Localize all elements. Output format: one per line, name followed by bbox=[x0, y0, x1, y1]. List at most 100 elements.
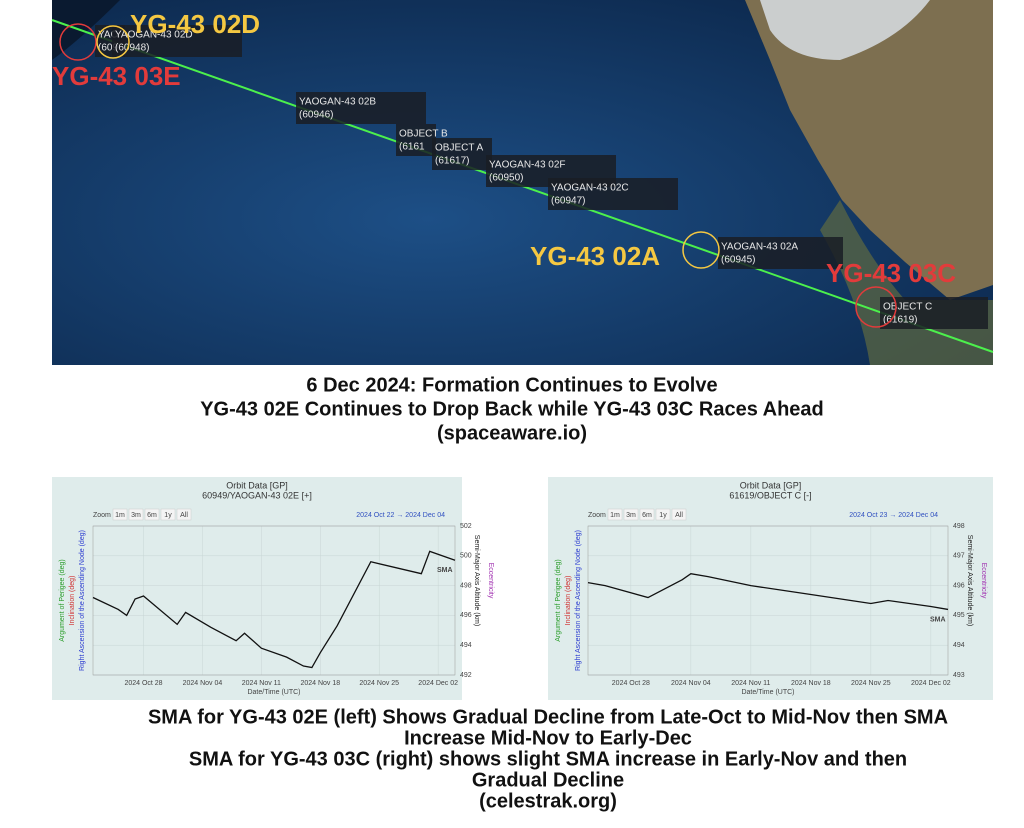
zoom-button[interactable] bbox=[144, 508, 160, 521]
caption: 6 Dec 2024: Formation Continues to Evolv… bbox=[306, 374, 717, 396]
label-box bbox=[432, 138, 492, 170]
date-range: 2024 Oct 22 → 2024 Dec 04 bbox=[356, 512, 445, 519]
caption: SMA for YG-43 03C (right) shows slight S… bbox=[189, 748, 907, 770]
left-axis-title: Right Ascension of the Ascending Node (d… bbox=[79, 530, 86, 671]
zoom-label: Zoom bbox=[588, 512, 606, 519]
caption: (spaceaware.io) bbox=[437, 422, 587, 444]
chart-title: Orbit Data [GP] bbox=[740, 480, 802, 490]
zoom-button-label: 1y bbox=[659, 512, 667, 519]
zoom-button-label: 3m bbox=[131, 512, 141, 519]
zoom-button-label: 1y bbox=[164, 512, 172, 519]
zoom-button-label: 1m bbox=[610, 512, 620, 519]
y-tick-label: 500 bbox=[460, 553, 472, 560]
zoom-button[interactable] bbox=[623, 508, 639, 521]
y-tick-label: 493 bbox=[953, 672, 965, 679]
zoom-button[interactable] bbox=[639, 508, 655, 521]
x-tick-label: 2024 Oct 28 bbox=[612, 680, 650, 687]
object-id: (61619) bbox=[883, 315, 917, 326]
label-box bbox=[718, 237, 843, 269]
callout: YG-43 02D bbox=[130, 9, 260, 39]
highlight-circle bbox=[682, 231, 720, 269]
highlight-circle bbox=[59, 23, 97, 61]
zoom-button[interactable] bbox=[671, 508, 687, 521]
chart-title: Orbit Data [GP] bbox=[226, 480, 288, 490]
zoom-button-label: 1m bbox=[115, 512, 125, 519]
label-box bbox=[296, 92, 426, 124]
y-tick-label: 502 bbox=[460, 523, 472, 530]
chart: Orbit Data [GP]61619/OBJECT C [-] Zoom 1m 3… bbox=[548, 477, 993, 700]
highlight-circle bbox=[855, 286, 897, 328]
object-id: (609 bbox=[98, 43, 118, 54]
y-tick-label: 492 bbox=[460, 672, 472, 679]
label-box bbox=[396, 124, 436, 156]
x-tick-label: 2024 Oct 28 bbox=[124, 680, 162, 687]
x-axis-title: Date/Time (UTC) bbox=[741, 689, 794, 696]
object-id: (60946) bbox=[299, 110, 333, 121]
object-id: (60950) bbox=[489, 173, 523, 184]
object-name: YAOGAN-43 02C bbox=[551, 183, 629, 194]
right-axis-title: Eccentricity bbox=[487, 563, 494, 599]
zoom-button[interactable] bbox=[655, 508, 671, 521]
x-axis-title: Date/Time (UTC) bbox=[247, 689, 300, 696]
object-name: YAOGAN-43 02D bbox=[115, 30, 193, 41]
object-name: YAOGAN-43 02B bbox=[299, 97, 376, 108]
clouds bbox=[760, 0, 930, 60]
left-axis-title: Inclination (deg) bbox=[565, 576, 572, 626]
right-axis-title: Eccentricity bbox=[980, 563, 987, 599]
object-id: (60945) bbox=[721, 255, 755, 266]
label-box bbox=[112, 25, 242, 57]
y-tick-label: 498 bbox=[460, 582, 472, 589]
object-name: YAC bbox=[98, 30, 118, 41]
object-name: OBJECT B bbox=[399, 129, 448, 140]
callout: YG-43 02A bbox=[530, 241, 660, 271]
zoom-button[interactable] bbox=[160, 508, 176, 521]
x-tick-label: 2024 Nov 18 bbox=[791, 680, 831, 687]
zoom-button[interactable] bbox=[607, 508, 623, 521]
left-axis-title: Argument of Perigee (deg) bbox=[555, 559, 562, 642]
object-id: (60948) bbox=[115, 43, 149, 54]
object-id: (60947) bbox=[551, 196, 585, 207]
caption: Gradual Decline bbox=[472, 769, 624, 791]
left-axis-title: Right Ascension of the Ascending Node (d… bbox=[575, 530, 582, 671]
zoom-label: Zoom bbox=[93, 512, 111, 519]
y-tick-label: 494 bbox=[953, 642, 965, 649]
plot-frame bbox=[587, 525, 949, 676]
plot-frame bbox=[92, 525, 456, 676]
zoom-button[interactable] bbox=[112, 508, 128, 521]
date-range: 2024 Oct 23 → 2024 Dec 04 bbox=[849, 512, 938, 519]
zoom-button[interactable] bbox=[128, 508, 144, 521]
right-axis-title: Semi-Major Axis Altitude (km) bbox=[966, 535, 973, 626]
zoom-button-label: 6m bbox=[147, 512, 157, 519]
label-box bbox=[880, 297, 988, 329]
x-tick-label: 2024 Dec 02 bbox=[911, 680, 951, 687]
callout: YG-43 03C bbox=[826, 258, 956, 288]
sma-line bbox=[587, 572, 949, 611]
callout: YG-43 03E bbox=[52, 61, 181, 91]
y-tick-label: 496 bbox=[953, 582, 965, 589]
zoom-button-label: All bbox=[180, 512, 188, 519]
caption: SMA for YG-43 02E (left) Shows Gradual D… bbox=[148, 706, 948, 728]
sma-line bbox=[92, 550, 456, 669]
y-tick-label: 498 bbox=[953, 523, 965, 530]
x-tick-label: 2024 Nov 18 bbox=[300, 680, 340, 687]
object-name: YAOGAN-43 02F bbox=[489, 160, 566, 171]
y-tick-label: 496 bbox=[460, 612, 472, 619]
x-tick-label: 2024 Nov 04 bbox=[671, 680, 711, 687]
zoom-button[interactable] bbox=[176, 508, 192, 521]
left-axis-title: Argument of Perigee (deg) bbox=[59, 559, 66, 642]
zoom-button-label: 3m bbox=[626, 512, 636, 519]
zoom-button-label: All bbox=[675, 512, 683, 519]
label-box bbox=[548, 178, 678, 210]
series-label: SMA bbox=[930, 616, 946, 623]
right-axis-title: Semi-Major Axis Altitude (km) bbox=[473, 535, 480, 626]
y-tick-label: 497 bbox=[953, 553, 965, 560]
space bbox=[52, 0, 120, 60]
caption: (celestrak.org) bbox=[479, 790, 617, 812]
object-name: YAOGAN-43 02A bbox=[721, 242, 798, 253]
object-id: (6161 bbox=[399, 142, 425, 153]
x-tick-label: 2024 Nov 25 bbox=[359, 680, 399, 687]
object-name: OBJECT A bbox=[435, 143, 483, 154]
x-tick-label: 2024 Nov 11 bbox=[242, 680, 281, 687]
series-label: SMA bbox=[437, 567, 453, 574]
